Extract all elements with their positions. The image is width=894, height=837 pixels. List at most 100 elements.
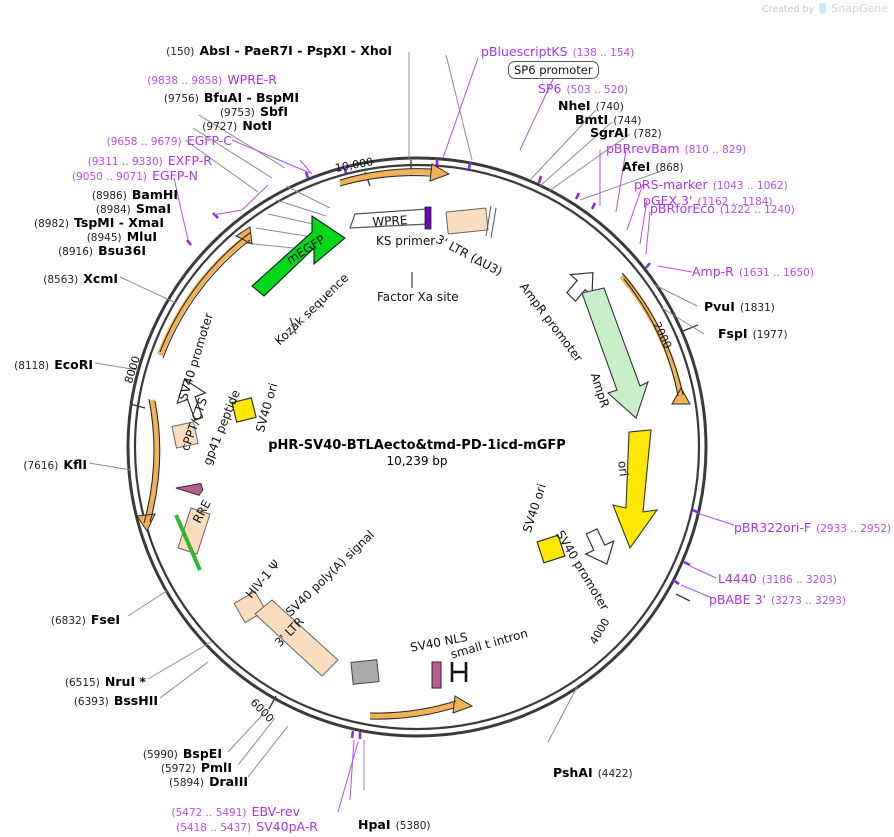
- enzyme-name: SbfI: [259, 104, 288, 119]
- enzyme-name: FspI: [718, 326, 748, 341]
- enzyme-name: SmaI: [135, 201, 171, 216]
- enzyme-position: (8945): [86, 232, 122, 244]
- enzyme-name: KflI: [63, 457, 87, 472]
- enzyme-position: (8982): [34, 218, 69, 230]
- feature-name: pBRforEco: [650, 201, 715, 216]
- enzyme-row-sbfi: (9753) SbfI: [0, 103, 288, 120]
- enzyme-position: (7616): [23, 460, 59, 472]
- enzyme-row-nrui: (6515) NruI *: [0, 673, 146, 690]
- enzyme-position: (8563): [43, 274, 79, 286]
- feature-position: (9050 .. 9071): [72, 171, 147, 183]
- feature-name: EBV-rev: [251, 804, 300, 819]
- enzyme-row-absi: (150) AbsI - PaeR7I - PspXI - XhoI: [0, 42, 392, 59]
- orange-arrow-outlines: [143, 168, 684, 720]
- enzyme-position: (4422): [597, 768, 633, 780]
- enzyme-row-bmti: BmtI (744): [575, 111, 642, 128]
- sv40-ori-box-left: [231, 397, 257, 423]
- feature-row-sv40pa-r: (5418 .. 5437) SV40pA-R: [0, 818, 318, 835]
- enzyme-row-hpai: HpaI (5380): [358, 816, 431, 833]
- feature-row-amp-r: Amp-R (1631 .. 1650): [692, 263, 814, 280]
- feature-position: (503 .. 520): [566, 84, 629, 96]
- enzyme-row-afei: AfeI (868): [622, 158, 684, 175]
- sv40-promoter-arrow-bottom: [584, 528, 615, 565]
- enzyme-name: PmlI: [200, 760, 232, 775]
- enzyme-name: NruI *: [104, 674, 146, 689]
- enzyme-name: HpaI: [358, 817, 391, 832]
- feature-position: (1162 .. 1184): [697, 196, 773, 208]
- enzyme-name: AbsI - PaeR7I - PspXI - XhoI: [199, 43, 393, 58]
- enzyme-name: BssHII: [113, 693, 158, 708]
- enzyme-position: (6393): [73, 696, 109, 708]
- kozak-tick: [289, 317, 297, 335]
- feature-row-pbrrevbam: pBRrevBam (810 .. 829): [606, 140, 746, 157]
- feature-name: pGEX 3': [643, 193, 693, 208]
- enzyme-row-bfuai: (9756) BfuAI - BspMI: [0, 89, 299, 106]
- watermark-brand: SnapGene: [831, 2, 888, 15]
- enzyme-position: (744): [613, 115, 642, 127]
- plasmid-title: pHR-SV40-BTLAecto&tmd-PD-1icd-mGFP: [268, 438, 566, 453]
- feature-name: SV40pA-R: [256, 819, 318, 834]
- feature-row-ebv-rev: (5472 .. 5491) EBV-rev: [0, 803, 300, 820]
- enzyme-position: (868): [655, 162, 684, 174]
- enzyme-name: EcoRI: [54, 357, 93, 372]
- feature-row-pbr322ori-f: pBR322ori-F (2933 .. 2952): [734, 519, 891, 536]
- enzyme-row-bspei: (5990) BspEI: [0, 745, 222, 762]
- feature-position: (810 .. 829): [684, 144, 747, 156]
- sp6-promoter-badge: SP6 promoter: [508, 61, 599, 79]
- enzyme-row-smai: (8984) SmaI: [0, 200, 171, 217]
- enzyme-position: (9756): [163, 93, 199, 105]
- feature-row-l4440: L4440 (3186 .. 3203): [718, 570, 837, 587]
- enzyme-position: (8986): [91, 190, 127, 202]
- feature-name: SP6: [538, 81, 562, 96]
- plasmid-backbone-circle: [126, 156, 708, 738]
- sv40-promoter-arrow-left: [176, 378, 207, 421]
- feature-leader-lines: [173, 57, 735, 813]
- feature-name: pRS-marker: [634, 177, 708, 192]
- enzyme-row-pshai: PshAI (4422): [553, 764, 633, 781]
- feature-name: pBR322ori-F: [734, 520, 812, 535]
- feature-position: (9311 .. 9330): [87, 156, 163, 168]
- enzyme-position: (9727): [202, 121, 238, 133]
- enzyme-name: TspMI - XmaI: [74, 215, 164, 230]
- feature-name: pBRrevBam: [606, 141, 680, 156]
- feature-position: (1043 .. 1062): [712, 180, 788, 192]
- enzyme-row-bamhi: (8986) BamHI: [0, 186, 178, 203]
- enzyme-position: (782): [633, 128, 662, 140]
- feature-row-pbabe3: pBABE 3' (3273 .. 3293): [709, 591, 846, 608]
- enzyme-row-draiii: (5894) DraIII: [0, 773, 248, 790]
- feature-row-pbluescriptks: pBluescriptKS (138 .. 154): [481, 43, 634, 60]
- small-t-intron-glyph: [450, 662, 468, 682]
- map-label-factor-xa-site: Factor Xa site: [377, 290, 459, 304]
- enzyme-name: XcmI: [83, 271, 118, 286]
- enzyme-name: BspEI: [182, 746, 222, 761]
- ltr-du3-box: [445, 205, 497, 239]
- enzyme-position: (1831): [739, 302, 775, 314]
- feature-position: (9658 .. 9679): [106, 136, 182, 148]
- orange-annotation-arrows: [144, 168, 684, 720]
- feature-name: Amp-R: [692, 264, 734, 279]
- wpre-box: [349, 206, 432, 230]
- enzyme-row-noti: (9727) NotI: [0, 117, 272, 134]
- enzyme-position: (150): [166, 46, 195, 58]
- feature-position: (1222 .. 1240): [719, 204, 795, 216]
- feature-position: (138 .. 154): [572, 47, 635, 59]
- enzyme-name: MluI: [126, 229, 157, 244]
- enzyme-position: (6832): [50, 615, 86, 627]
- enzyme-row-nhei: NheI (740): [558, 97, 624, 114]
- cppt-cts-box: [171, 421, 199, 449]
- enzyme-position: (8984): [95, 204, 131, 216]
- enzyme-row-xcmi: (8563) XcmI: [0, 270, 118, 287]
- enzyme-position: (5380): [395, 820, 431, 832]
- feature-tick-marks: [185, 159, 700, 739]
- ori-arrow: [612, 429, 659, 550]
- feature-position: (3186 .. 3203): [761, 574, 837, 586]
- enzyme-name: BfuAI - BspMI: [203, 90, 299, 105]
- feature-row-pbrforeco: pBRforEco (1222 .. 1240): [650, 200, 795, 217]
- snapgene-logo-icon: [819, 3, 827, 14]
- enzyme-row-bsshii: (6393) BssHII: [0, 692, 158, 709]
- ampr-promoter-arrow: [566, 272, 594, 303]
- enzyme-position: (740): [595, 101, 624, 113]
- enzyme-name: DraIII: [209, 774, 248, 789]
